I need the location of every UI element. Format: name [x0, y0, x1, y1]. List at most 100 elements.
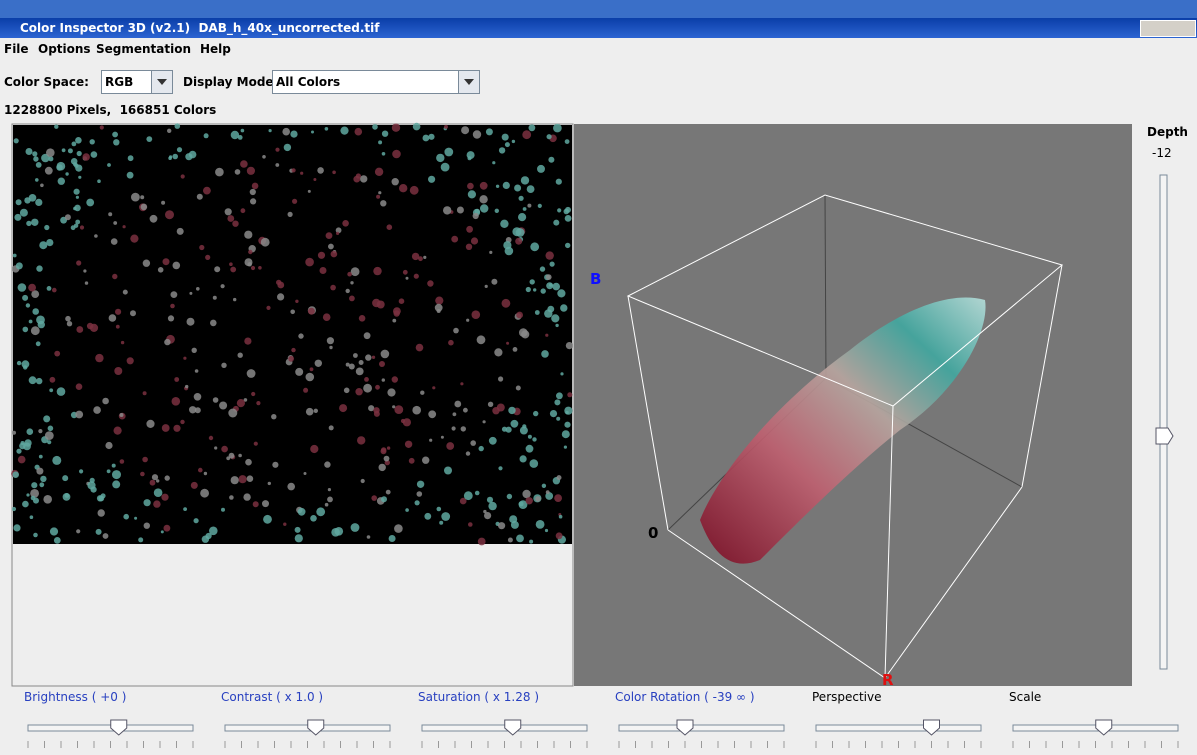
slider-thumb[interactable]: [1095, 719, 1113, 736]
cell: [332, 170, 336, 175]
cell: [383, 455, 390, 462]
cell: [251, 182, 259, 190]
cell: [272, 461, 279, 468]
menu-item[interactable]: Options: [38, 42, 91, 56]
cell: [230, 130, 240, 140]
cell: [130, 234, 139, 243]
cell: [561, 430, 570, 439]
cell: [229, 262, 233, 267]
combo-arrow[interactable]: [151, 71, 172, 93]
cell: [436, 506, 442, 512]
cell: [466, 225, 473, 233]
cell: [560, 304, 568, 312]
slider-thumb[interactable]: [676, 719, 694, 736]
cell: [74, 204, 81, 212]
cell: [249, 188, 256, 196]
cell: [541, 350, 549, 358]
cell: [334, 527, 344, 536]
cube-front-edges: [626, 194, 1064, 679]
cell: [75, 164, 83, 172]
cell: [444, 466, 452, 475]
cell: [262, 500, 269, 508]
cell: [546, 134, 552, 140]
cell: [391, 123, 401, 132]
cell: [300, 171, 304, 175]
cell: [545, 251, 554, 260]
cell: [555, 323, 559, 328]
cell: [436, 153, 445, 163]
cell: [436, 309, 441, 313]
cell: [553, 219, 560, 226]
slider-track[interactable]: [815, 724, 982, 732]
cell: [47, 440, 52, 445]
cell: [76, 260, 82, 266]
cell: [61, 148, 66, 153]
cell: [459, 497, 467, 505]
cell: [268, 129, 272, 133]
cell: [487, 401, 494, 407]
cell: [153, 488, 163, 498]
window-buttons[interactable]: [1140, 20, 1196, 37]
display-mode-combo[interactable]: All Colors: [272, 70, 480, 94]
cell: [112, 470, 121, 480]
cell: [248, 249, 253, 255]
cell: [78, 175, 82, 179]
cell: [21, 360, 30, 369]
cell: [31, 218, 39, 226]
depth-thumb[interactable]: [1155, 427, 1174, 445]
cell: [210, 319, 217, 327]
cell: [189, 406, 197, 414]
depth-track[interactable]: [1159, 174, 1168, 670]
cell: [79, 225, 85, 230]
cell: [266, 305, 271, 310]
cell: [388, 535, 396, 542]
cell: [169, 155, 173, 159]
cell: [238, 453, 242, 458]
cell: [516, 311, 523, 319]
cell: [381, 130, 389, 137]
cell: [66, 321, 73, 327]
menu-item[interactable]: File: [4, 42, 29, 56]
cell: [494, 208, 499, 213]
cell: [498, 466, 503, 471]
combo-arrow[interactable]: [458, 71, 479, 93]
cell: [379, 361, 385, 367]
cell: [245, 458, 252, 466]
cell: [363, 383, 372, 393]
color-space-combo[interactable]: RGB: [101, 70, 173, 94]
cell: [57, 177, 65, 185]
slider-thumb[interactable]: [110, 719, 128, 736]
menu-item[interactable]: Segmentation: [96, 42, 192, 56]
cell: [38, 429, 43, 434]
cell: [43, 415, 51, 423]
menu-item[interactable]: Help: [200, 42, 231, 56]
cell: [110, 238, 118, 245]
slider-thumb[interactable]: [504, 719, 522, 736]
cell: [411, 252, 420, 261]
cell: [260, 237, 270, 247]
cell: [460, 426, 466, 432]
cell: [483, 509, 487, 514]
slider-thumb[interactable]: [923, 719, 940, 736]
cell: [246, 475, 254, 483]
cell: [386, 224, 393, 230]
cell: [188, 150, 197, 159]
cell: [171, 397, 181, 406]
cell: [488, 436, 497, 445]
cell: [200, 488, 210, 498]
slider-track[interactable]: [618, 724, 785, 732]
cell: [466, 318, 470, 322]
cell: [519, 455, 527, 463]
cell: [170, 291, 178, 298]
cell: [435, 296, 444, 305]
slider-thumb[interactable]: [307, 719, 325, 736]
cell: [394, 405, 404, 414]
axis-label-r: R: [882, 671, 894, 685]
label: Color Space:: [4, 75, 89, 89]
cell: [189, 291, 193, 295]
cell: [33, 156, 39, 162]
cell: [12, 471, 19, 479]
cell: [398, 298, 405, 305]
cell: [76, 529, 81, 534]
cell: [535, 520, 545, 529]
